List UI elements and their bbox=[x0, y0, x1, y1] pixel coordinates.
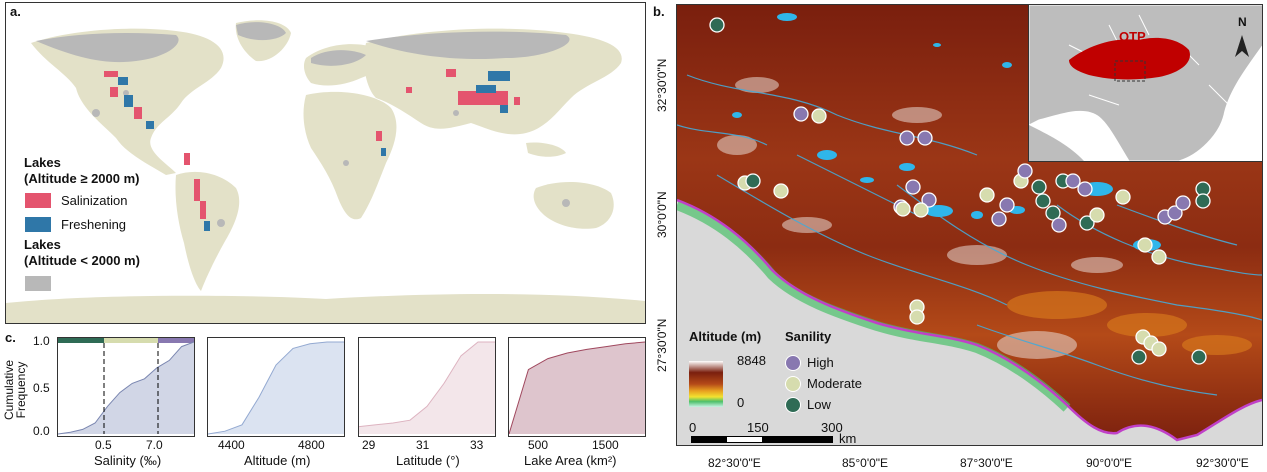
cdf-plot-salinity bbox=[57, 337, 195, 437]
cdf-line bbox=[509, 341, 645, 435]
lon-label-90: 90°0'0"E bbox=[1086, 456, 1133, 470]
xlabel-lake-area: Lake Area (km²) bbox=[524, 453, 617, 468]
sanility-low-label: Low bbox=[807, 397, 831, 412]
sanility-moderate-label: Moderate bbox=[807, 376, 862, 391]
xtick-latitude-33: 33 bbox=[470, 438, 484, 452]
scale-unit: km bbox=[839, 431, 857, 446]
cdf-area bbox=[359, 342, 495, 434]
xtick-altitude-4400: 4400 bbox=[218, 438, 245, 452]
salinity-class-band bbox=[58, 338, 104, 343]
altitude-max-label: 8848 bbox=[737, 353, 766, 368]
xtick-salinity-05: 0.5 bbox=[95, 438, 112, 452]
scale-bar bbox=[691, 436, 833, 443]
panel-c-ylabel: Cumulative Frequency bbox=[2, 340, 28, 440]
lon-label-87-30: 87°30'0"E bbox=[960, 456, 1013, 470]
cdf-line bbox=[58, 341, 194, 435]
xtick-altitude-4800: 4800 bbox=[298, 438, 325, 452]
sanility-low-marker bbox=[785, 397, 801, 413]
legend-high-altitude-title-line2: (Altitude ≥ 2000 m) bbox=[24, 171, 140, 186]
altitude-legend-title: Altitude (m) bbox=[689, 329, 762, 344]
xtick-salinity-7: 7.0 bbox=[146, 438, 163, 452]
lake-markers-high-altitude bbox=[104, 69, 520, 231]
map-legend: Altitude (m) 8848 0 Sanility High Modera… bbox=[681, 325, 871, 446]
altitude-min-label: 0 bbox=[737, 395, 745, 410]
salinization-label: Salinization bbox=[61, 193, 128, 208]
qtp-label: QTP bbox=[1119, 29, 1146, 44]
altitude-color-ramp bbox=[689, 361, 723, 407]
panel-b-letter: b. bbox=[653, 4, 665, 19]
panel-a-letter: a. bbox=[10, 4, 21, 19]
salinity-class-band bbox=[158, 338, 194, 343]
sanility-high-marker bbox=[785, 355, 801, 371]
xtick-area-1500: 1500 bbox=[592, 438, 619, 452]
ytick-0: 0.0 bbox=[33, 424, 50, 438]
legend-high-altitude-title-line1: Lakes bbox=[24, 155, 61, 170]
cdf-plot-latitude bbox=[358, 337, 496, 437]
cdf-area bbox=[509, 342, 645, 434]
lat-label-27-30: 27°30'0"N bbox=[655, 318, 669, 372]
panel-b-map: QTP N Altitude (m) 8848 0 Sanility High … bbox=[676, 4, 1263, 446]
xtick-latitude-29: 29 bbox=[362, 438, 376, 452]
xtick-area-500: 500 bbox=[528, 438, 549, 452]
inset-map: QTP N bbox=[1028, 5, 1262, 162]
ylabel-line2: Frequency bbox=[14, 361, 28, 419]
ytick-1: 1.0 bbox=[33, 334, 50, 348]
lat-label-32-30: 32°30'0"N bbox=[655, 58, 669, 112]
lon-label-85: 85°0'0"E bbox=[842, 456, 889, 470]
panel-c-letter: c. bbox=[5, 330, 16, 345]
lon-label-92-30: 92°30'0"E bbox=[1196, 456, 1249, 470]
xtick-latitude-31: 31 bbox=[416, 438, 430, 452]
north-arrow-label: N bbox=[1238, 15, 1247, 29]
xlabel-latitude: Latitude (°) bbox=[396, 453, 460, 468]
cdf-plot-altitude bbox=[207, 337, 345, 437]
legend-low-altitude-title-line1: Lakes bbox=[24, 237, 61, 252]
cdf-line bbox=[208, 341, 344, 435]
legend-low-altitude-title-line2: (Altitude < 2000 m) bbox=[24, 253, 140, 268]
cdf-line bbox=[359, 341, 495, 428]
cdf-plot-lake-area bbox=[508, 337, 646, 437]
sanility-legend-title: Sanility bbox=[785, 329, 832, 344]
scale-label-300: 300 bbox=[821, 420, 843, 435]
sanility-moderate-marker bbox=[785, 376, 801, 392]
freshening-label: Freshening bbox=[61, 217, 127, 232]
ytick-05: 0.5 bbox=[33, 381, 50, 395]
scale-label-150: 150 bbox=[747, 420, 769, 435]
scale-label-0: 0 bbox=[689, 420, 697, 435]
xlabel-altitude: Altitude (m) bbox=[244, 453, 311, 468]
salinization-swatch bbox=[25, 193, 51, 208]
xlabel-salinity: Salinity (‰) bbox=[94, 453, 162, 468]
lon-label-82-30: 82°30'0"E bbox=[708, 456, 761, 470]
lat-label-30: 30°0'0"N bbox=[655, 191, 669, 238]
sanility-high-label: High bbox=[807, 355, 834, 370]
cdf-area bbox=[208, 342, 344, 434]
panel-a: a. Lakes (Altitude ≥ 2000 m) Salinizatio… bbox=[5, 2, 646, 324]
freshening-swatch bbox=[25, 217, 51, 232]
salinity-class-band bbox=[104, 338, 158, 343]
low-altitude-swatch bbox=[25, 276, 51, 291]
world-map bbox=[6, 20, 645, 323]
sample-sites bbox=[709, 17, 1211, 365]
